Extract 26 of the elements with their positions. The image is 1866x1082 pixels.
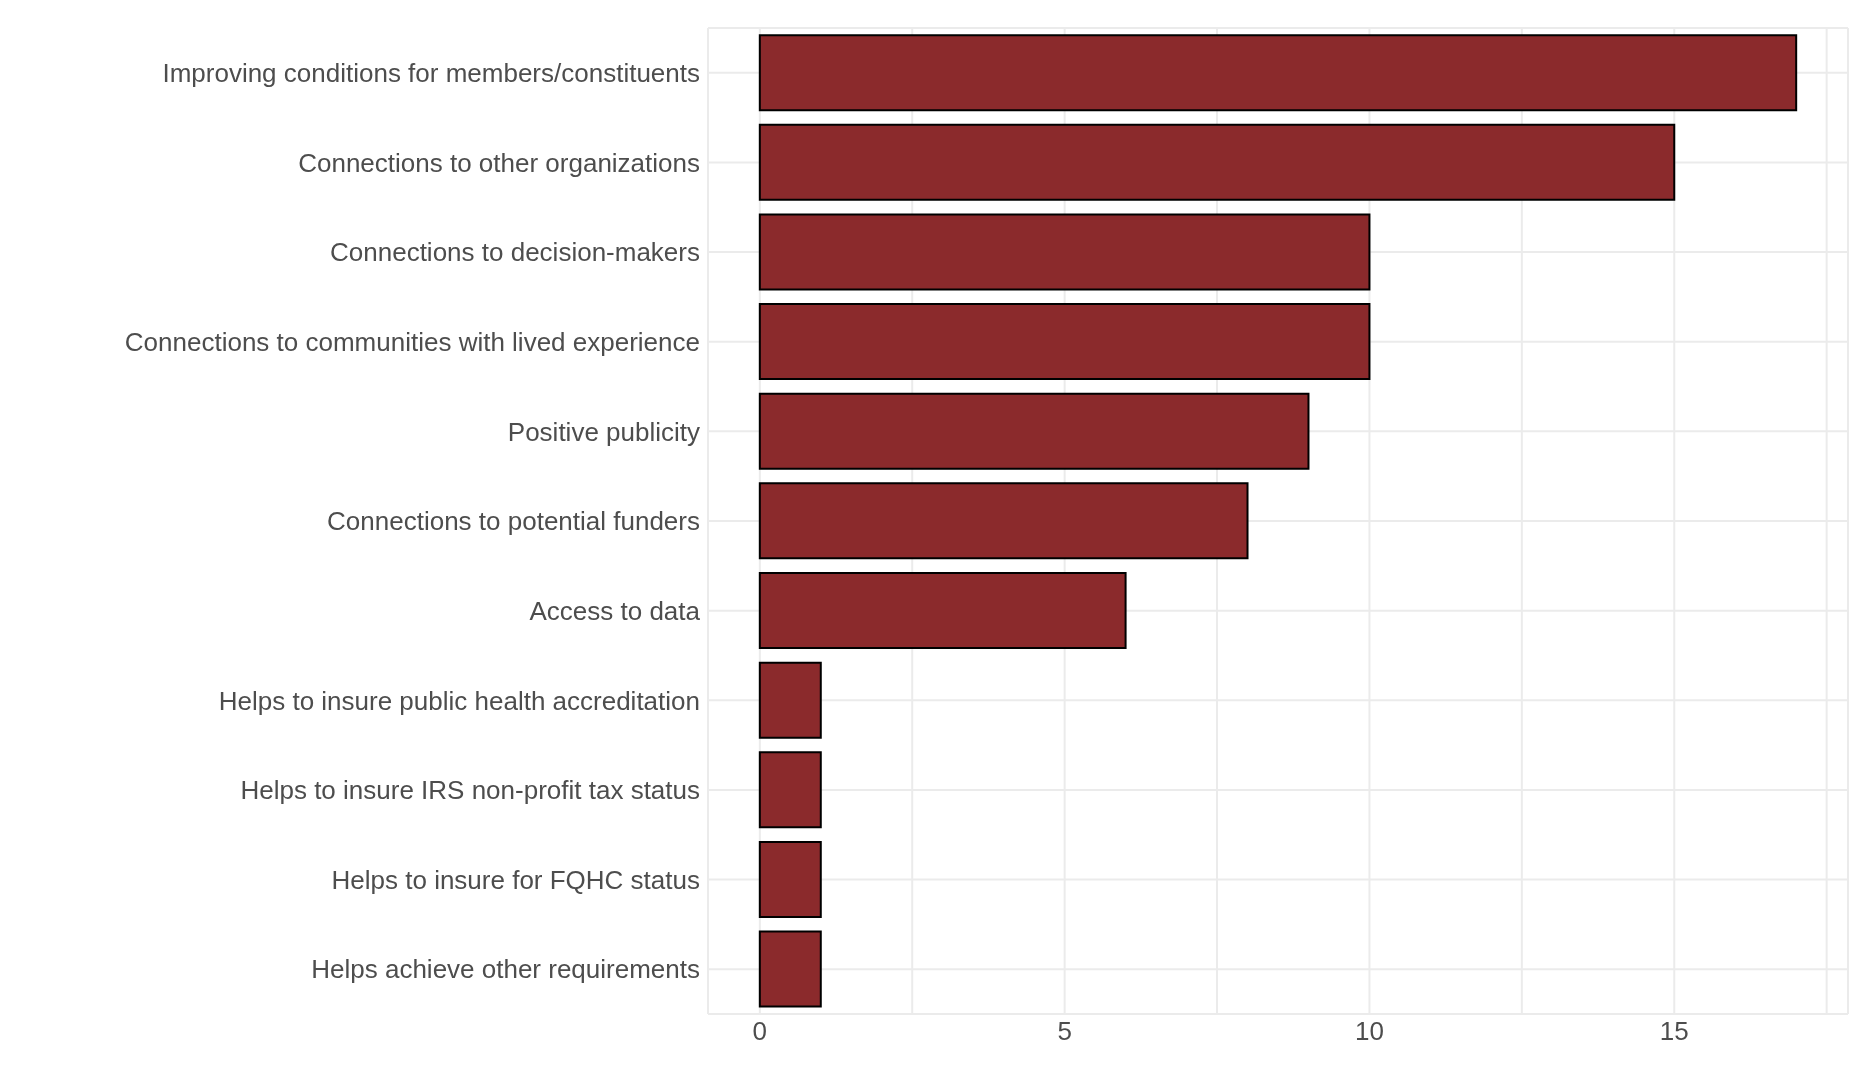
y-tick-label: Connections to other organizations	[298, 147, 700, 178]
bar	[758, 34, 1798, 112]
x-tick-label: 5	[1057, 1016, 1072, 1047]
bar	[758, 840, 822, 918]
bar	[758, 392, 1310, 470]
y-tick-label: Positive publicity	[507, 416, 700, 447]
bar	[758, 571, 1127, 649]
y-tick-label: Helps to insure for FQHC status	[331, 864, 700, 895]
y-tick-label: Connections to decision-makers	[330, 237, 700, 268]
y-tick-label: Helps to insure public health accreditation	[218, 685, 700, 716]
bar	[758, 213, 1371, 291]
x-tick-label: 0	[752, 1016, 768, 1047]
bar	[758, 482, 1249, 560]
bar	[758, 751, 822, 829]
y-tick-label: Connections to communities with lived experience	[124, 326, 700, 357]
y-tick-label: Access to data	[529, 595, 701, 626]
bar	[758, 303, 1371, 381]
y-tick-label: Helps achieve other requirements	[311, 954, 700, 985]
bar	[758, 123, 1676, 201]
y-tick-label: Connections to potential funders	[327, 506, 700, 537]
x-tick-label: 10	[1354, 1016, 1384, 1047]
y-tick-label: Improving conditions for members/constituents	[162, 58, 700, 89]
y-tick-label: Helps to insure IRS non-profit tax status	[240, 775, 700, 806]
x-tick-label: 15	[1659, 1016, 1689, 1047]
bar	[758, 661, 822, 739]
bar	[758, 930, 822, 1008]
